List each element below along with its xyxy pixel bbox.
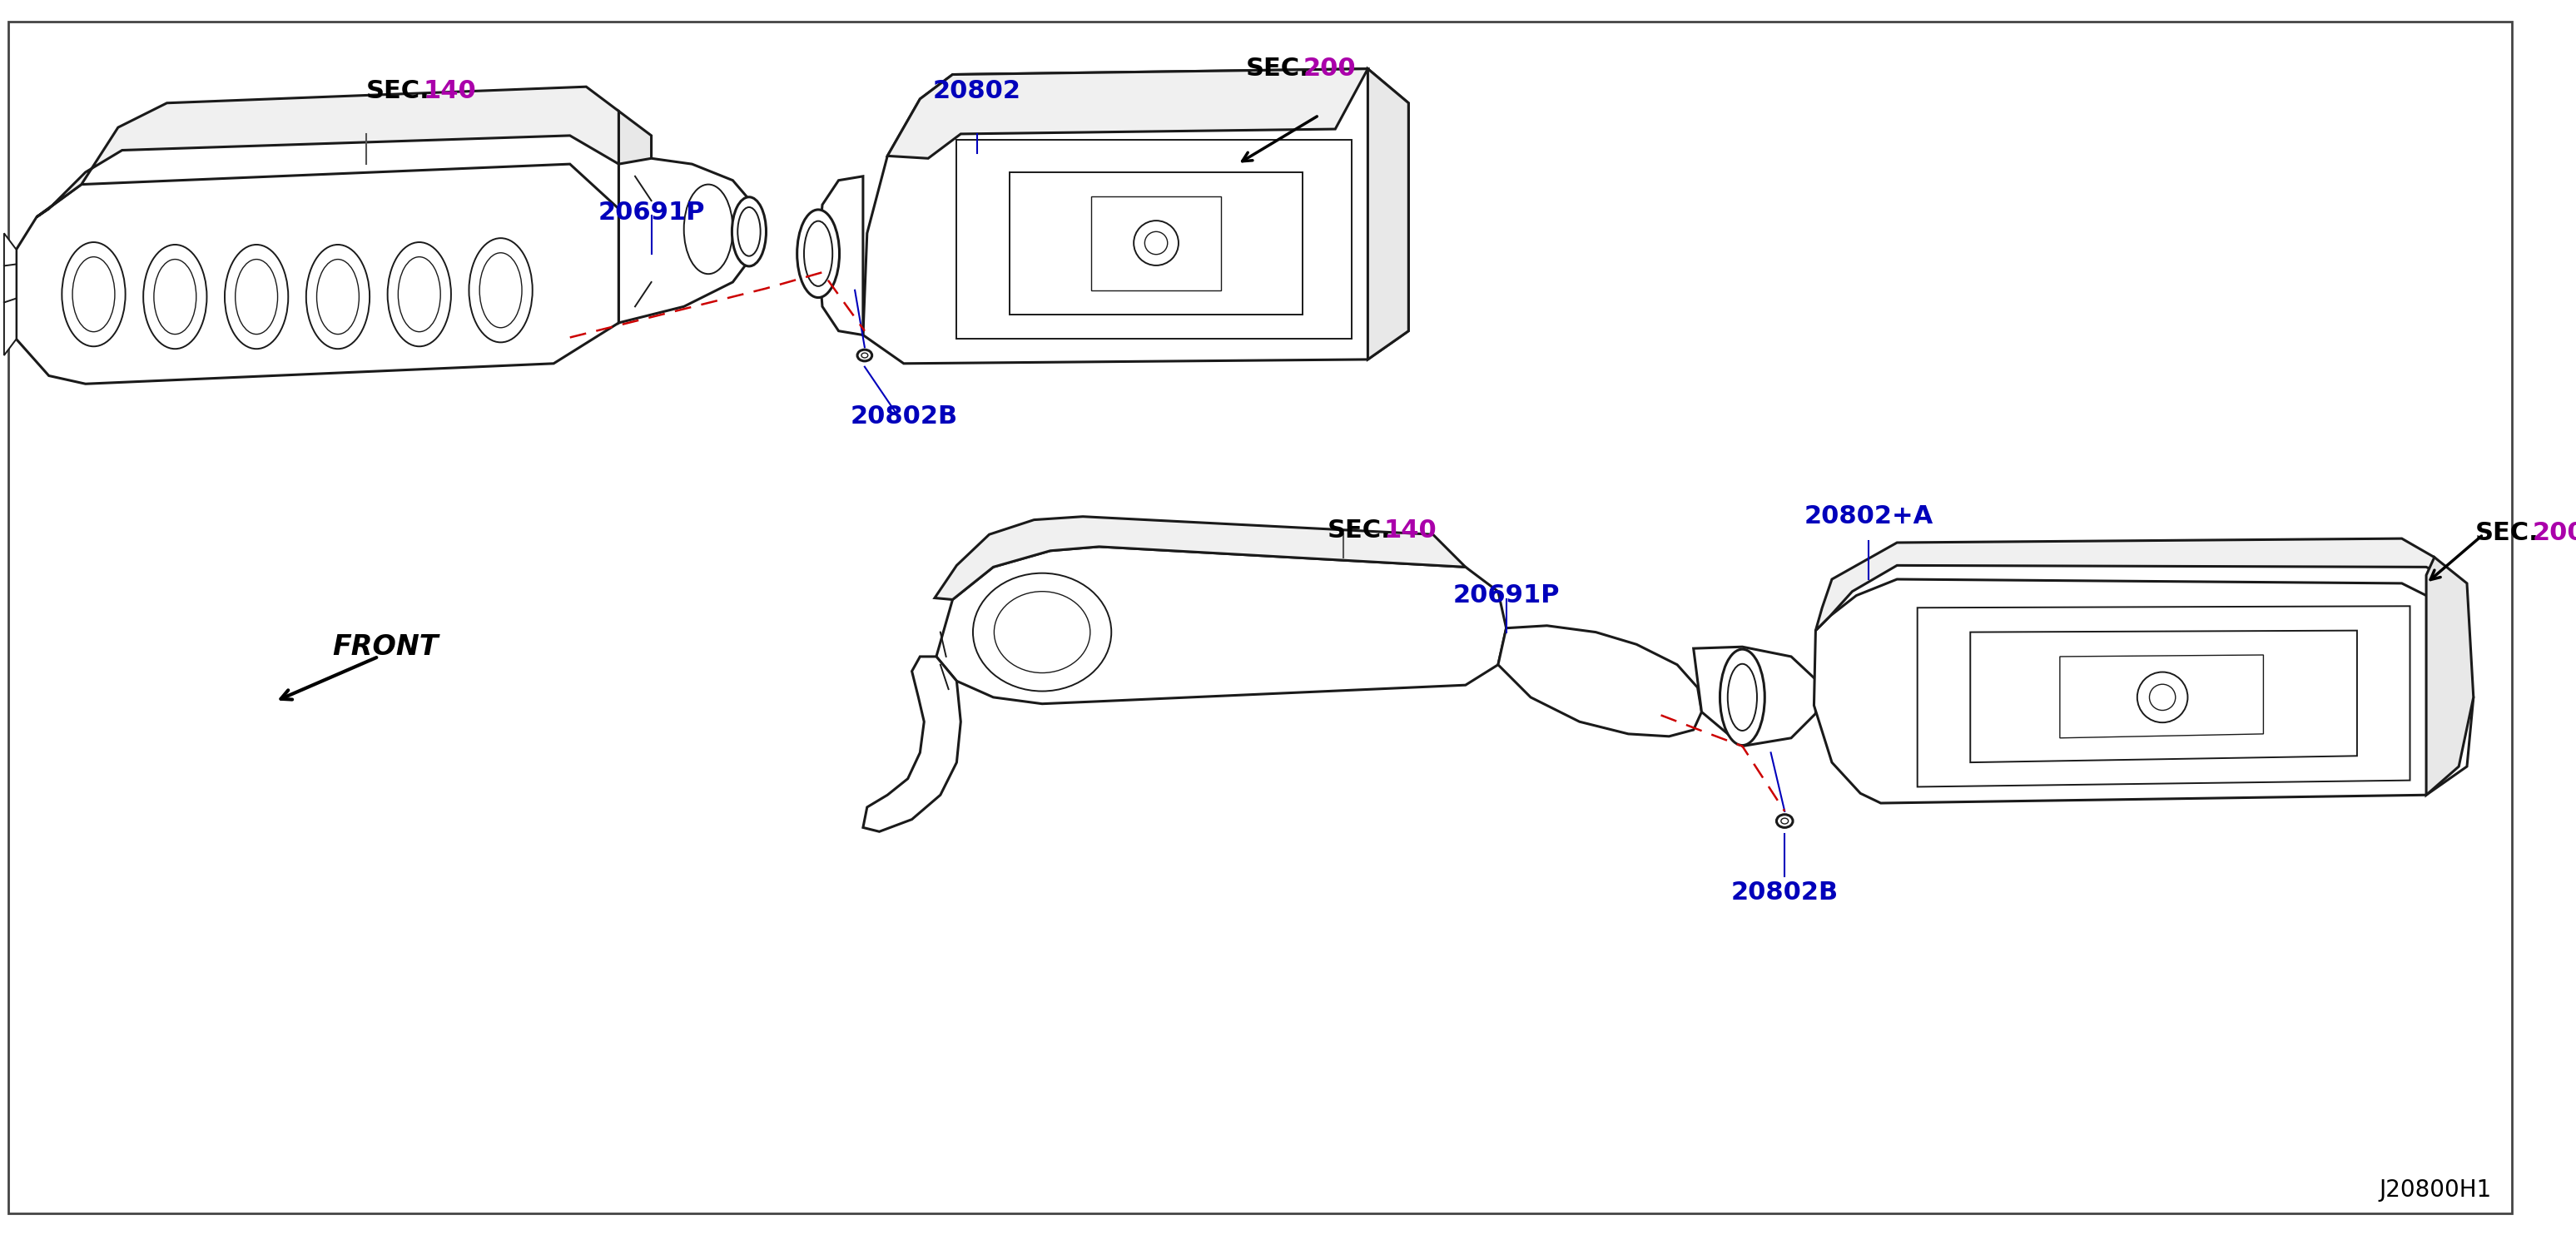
Polygon shape — [36, 86, 618, 217]
Ellipse shape — [224, 245, 289, 348]
Polygon shape — [1368, 69, 1409, 359]
Text: SEC.: SEC. — [1247, 57, 1309, 80]
Ellipse shape — [1133, 221, 1177, 266]
Polygon shape — [889, 69, 1368, 158]
Ellipse shape — [399, 257, 440, 332]
Ellipse shape — [317, 259, 358, 335]
Ellipse shape — [1721, 650, 1765, 745]
Text: SEC.: SEC. — [366, 79, 430, 103]
Polygon shape — [819, 177, 863, 335]
Ellipse shape — [732, 198, 765, 267]
Ellipse shape — [234, 259, 278, 335]
Polygon shape — [863, 657, 961, 831]
Polygon shape — [15, 164, 618, 384]
Text: 20802: 20802 — [933, 79, 1020, 103]
Polygon shape — [1816, 538, 2460, 631]
Text: J20800H1: J20800H1 — [2378, 1178, 2491, 1202]
Text: SEC.: SEC. — [1327, 519, 1391, 542]
Ellipse shape — [1144, 232, 1167, 254]
Ellipse shape — [796, 210, 840, 298]
Ellipse shape — [479, 253, 523, 327]
Ellipse shape — [804, 221, 832, 287]
Ellipse shape — [2148, 684, 2177, 710]
Ellipse shape — [386, 242, 451, 346]
Polygon shape — [618, 158, 757, 322]
Text: 20802B: 20802B — [850, 404, 958, 429]
Ellipse shape — [858, 350, 873, 361]
Polygon shape — [1499, 626, 1703, 736]
Text: 20691P: 20691P — [1453, 583, 1558, 608]
Text: 200: 200 — [2532, 521, 2576, 545]
Text: 20802B: 20802B — [1731, 881, 1839, 905]
Polygon shape — [1814, 579, 2473, 803]
Polygon shape — [2427, 557, 2473, 795]
Ellipse shape — [155, 259, 196, 335]
Text: 140: 140 — [1383, 519, 1437, 542]
Ellipse shape — [72, 257, 116, 332]
Ellipse shape — [144, 245, 206, 348]
Ellipse shape — [860, 353, 868, 358]
Text: SEC.: SEC. — [2476, 521, 2540, 545]
Ellipse shape — [1777, 815, 1793, 827]
Text: 20802+A: 20802+A — [1803, 504, 1932, 529]
Text: 20691P: 20691P — [598, 201, 706, 225]
Ellipse shape — [307, 245, 368, 348]
Text: 140: 140 — [422, 79, 477, 103]
Polygon shape — [935, 547, 1507, 704]
Polygon shape — [5, 233, 15, 356]
Ellipse shape — [1780, 818, 1788, 824]
Ellipse shape — [1728, 664, 1757, 731]
Polygon shape — [935, 516, 1466, 599]
Ellipse shape — [737, 207, 760, 256]
Ellipse shape — [62, 242, 126, 346]
Ellipse shape — [469, 238, 533, 342]
Text: 200: 200 — [1303, 57, 1355, 80]
Polygon shape — [1692, 647, 1816, 746]
Polygon shape — [618, 111, 652, 322]
Polygon shape — [863, 69, 1409, 363]
Ellipse shape — [2138, 672, 2187, 722]
Text: FRONT: FRONT — [332, 634, 438, 661]
